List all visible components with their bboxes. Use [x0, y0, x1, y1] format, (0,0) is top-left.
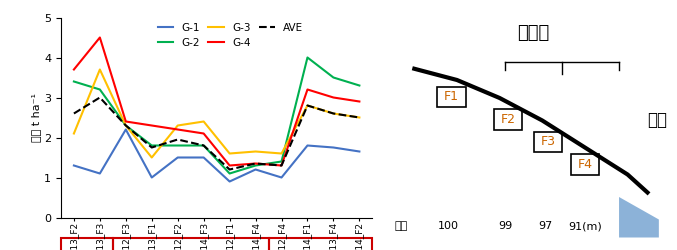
- Text: 泾濫域: 泾濫域: [518, 24, 550, 42]
- Text: 標高: 標高: [395, 221, 408, 231]
- Bar: [113, 238, 269, 250]
- Bar: [571, 154, 599, 174]
- Text: F1: F1: [444, 90, 459, 103]
- Text: F4: F4: [577, 158, 592, 171]
- Polygon shape: [619, 197, 659, 237]
- Text: F2: F2: [501, 113, 516, 126]
- Bar: [61, 238, 113, 250]
- Text: F3: F3: [540, 135, 555, 148]
- Bar: [269, 238, 372, 250]
- Bar: [437, 87, 466, 107]
- Text: 97: 97: [538, 221, 552, 231]
- Text: 99: 99: [498, 221, 512, 231]
- Text: 91(m): 91(m): [568, 221, 602, 231]
- Text: 100: 100: [438, 221, 459, 231]
- Bar: [494, 109, 523, 130]
- Bar: [533, 132, 562, 152]
- Y-axis label: 収量 t ha⁻¹: 収量 t ha⁻¹: [31, 93, 41, 142]
- Text: 河川: 河川: [647, 112, 668, 130]
- Legend: G-1, G-2, G-3, G-4, AVE: G-1, G-2, G-3, G-4, AVE: [153, 19, 307, 52]
